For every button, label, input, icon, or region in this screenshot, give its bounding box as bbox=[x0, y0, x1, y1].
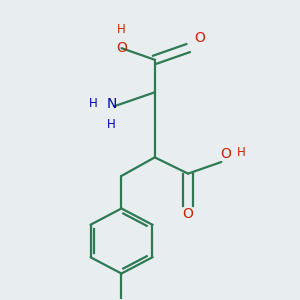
Text: O: O bbox=[194, 32, 205, 45]
Text: O: O bbox=[220, 147, 231, 160]
Text: N: N bbox=[106, 97, 116, 110]
Text: H: H bbox=[89, 97, 98, 110]
Text: O: O bbox=[116, 41, 127, 55]
Text: H: H bbox=[107, 118, 116, 130]
Text: H: H bbox=[117, 23, 126, 36]
Text: H: H bbox=[237, 146, 245, 159]
Text: O: O bbox=[183, 208, 194, 221]
